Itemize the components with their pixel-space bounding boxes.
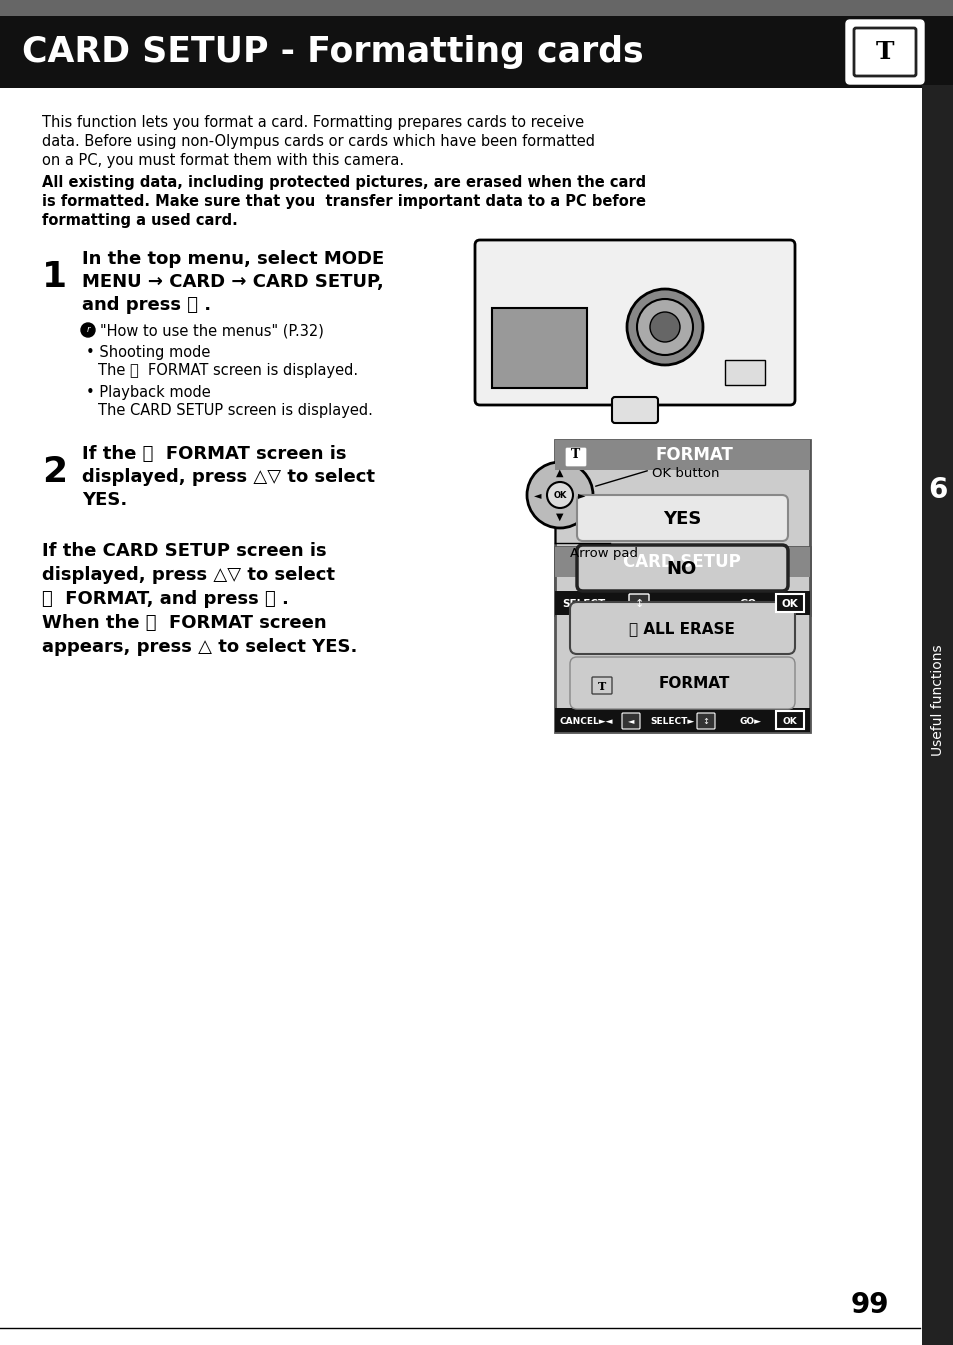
Text: "How to use the menus" (P.32): "How to use the menus" (P.32) (100, 323, 323, 338)
Text: data. Before using non-Olympus cards or cards which have been formatted: data. Before using non-Olympus cards or … (42, 134, 595, 149)
Bar (555, 440, 809, 469)
FancyBboxPatch shape (697, 713, 714, 729)
Text: 99: 99 (850, 1291, 888, 1319)
Text: NO: NO (666, 560, 697, 578)
FancyBboxPatch shape (569, 656, 794, 709)
Circle shape (526, 461, 593, 529)
Text: SELECT►: SELECT► (649, 717, 694, 725)
Text: T: T (598, 681, 605, 691)
Bar (555, 547, 809, 577)
Text: 6: 6 (927, 476, 946, 504)
Text: The Ⓣ  FORMAT screen is displayed.: The Ⓣ FORMAT screen is displayed. (98, 363, 357, 378)
Circle shape (546, 482, 573, 508)
Text: displayed, press △▽ to select: displayed, press △▽ to select (42, 566, 335, 584)
Text: Useful functions: Useful functions (930, 644, 944, 756)
Text: formatting a used card.: formatting a used card. (42, 213, 237, 229)
Text: YES: YES (662, 510, 700, 529)
Text: OK: OK (553, 491, 566, 499)
Text: OK button: OK button (651, 467, 719, 480)
FancyBboxPatch shape (475, 239, 794, 405)
Bar (724, 360, 764, 385)
Text: CARD SETUP: CARD SETUP (622, 553, 740, 572)
FancyBboxPatch shape (577, 495, 787, 541)
FancyBboxPatch shape (621, 713, 639, 729)
Text: ►: ► (578, 490, 585, 500)
Text: YES.: YES. (82, 491, 127, 508)
FancyBboxPatch shape (565, 448, 585, 465)
Circle shape (637, 299, 692, 355)
Text: ⛲ ALL ERASE: ⛲ ALL ERASE (628, 621, 734, 636)
Text: GO►: GO► (740, 717, 761, 725)
Text: This function lets you format a card. Formatting prepares cards to receive: This function lets you format a card. Fo… (42, 116, 583, 130)
Text: CANCEL►◄: CANCEL►◄ (559, 717, 613, 725)
Text: If the CARD SETUP screen is: If the CARD SETUP screen is (42, 542, 326, 560)
Bar (492, 308, 586, 387)
Text: GO►: GO► (740, 599, 764, 609)
Bar (775, 712, 803, 729)
Text: and press ⓘ .: and press ⓘ . (82, 296, 211, 313)
Text: T: T (875, 40, 893, 65)
Text: • Shooting mode: • Shooting mode (86, 346, 211, 360)
Text: If the Ⓣ  FORMAT screen is: If the Ⓣ FORMAT screen is (82, 445, 346, 463)
Bar (921, 85, 953, 1345)
Text: Ⓣ  FORMAT, and press ⓘ .: Ⓣ FORMAT, and press ⓘ . (42, 590, 289, 608)
Text: SELECT►: SELECT► (561, 599, 613, 609)
Text: T: T (571, 448, 580, 461)
Text: 1: 1 (42, 260, 67, 295)
Circle shape (649, 312, 679, 342)
Text: 2: 2 (42, 455, 67, 490)
Text: ▲: ▲ (556, 468, 563, 477)
Text: In the top menu, select MODE: In the top menu, select MODE (82, 250, 384, 268)
Bar (555, 440, 809, 615)
Text: The CARD SETUP screen is displayed.: The CARD SETUP screen is displayed. (98, 404, 373, 418)
Text: OK: OK (781, 717, 797, 725)
Text: FORMAT: FORMAT (655, 447, 732, 464)
Text: OK: OK (781, 599, 798, 609)
FancyBboxPatch shape (853, 28, 915, 77)
Text: All existing data, including protected pictures, are erased when the card: All existing data, including protected p… (42, 175, 645, 190)
Text: When the Ⓣ  FORMAT screen: When the Ⓣ FORMAT screen (42, 615, 326, 632)
Bar (775, 594, 803, 612)
Text: is formatted. Make sure that you  transfer important data to a PC before: is formatted. Make sure that you transfe… (42, 194, 645, 208)
Circle shape (626, 289, 702, 364)
Text: MENU → CARD → CARD SETUP,: MENU → CARD → CARD SETUP, (82, 273, 383, 291)
Bar (0, 16, 953, 87)
Text: ↕: ↕ (701, 717, 709, 725)
Bar (555, 590, 809, 615)
Text: on a PC, you must format them with this camera.: on a PC, you must format them with this … (42, 153, 404, 168)
FancyBboxPatch shape (569, 603, 794, 654)
Bar (0, 0, 953, 16)
Text: appears, press △ to select YES.: appears, press △ to select YES. (42, 638, 357, 656)
Text: FORMAT: FORMAT (658, 677, 729, 691)
Circle shape (81, 323, 95, 338)
Text: ◄: ◄ (534, 490, 541, 500)
Text: ↕: ↕ (634, 599, 643, 609)
FancyBboxPatch shape (612, 397, 658, 422)
Text: CARD SETUP - Formatting cards: CARD SETUP - Formatting cards (22, 35, 643, 69)
FancyBboxPatch shape (577, 545, 787, 590)
Bar (555, 707, 809, 732)
FancyBboxPatch shape (592, 677, 612, 694)
Text: displayed, press △▽ to select: displayed, press △▽ to select (82, 468, 375, 486)
Text: ▼: ▼ (556, 512, 563, 522)
Text: • Playback mode: • Playback mode (86, 385, 211, 399)
Text: r: r (86, 325, 90, 335)
Text: Arrow pad: Arrow pad (569, 547, 638, 560)
Bar (555, 547, 809, 732)
Text: ◄: ◄ (627, 717, 634, 725)
FancyBboxPatch shape (628, 594, 648, 612)
FancyBboxPatch shape (845, 20, 923, 83)
